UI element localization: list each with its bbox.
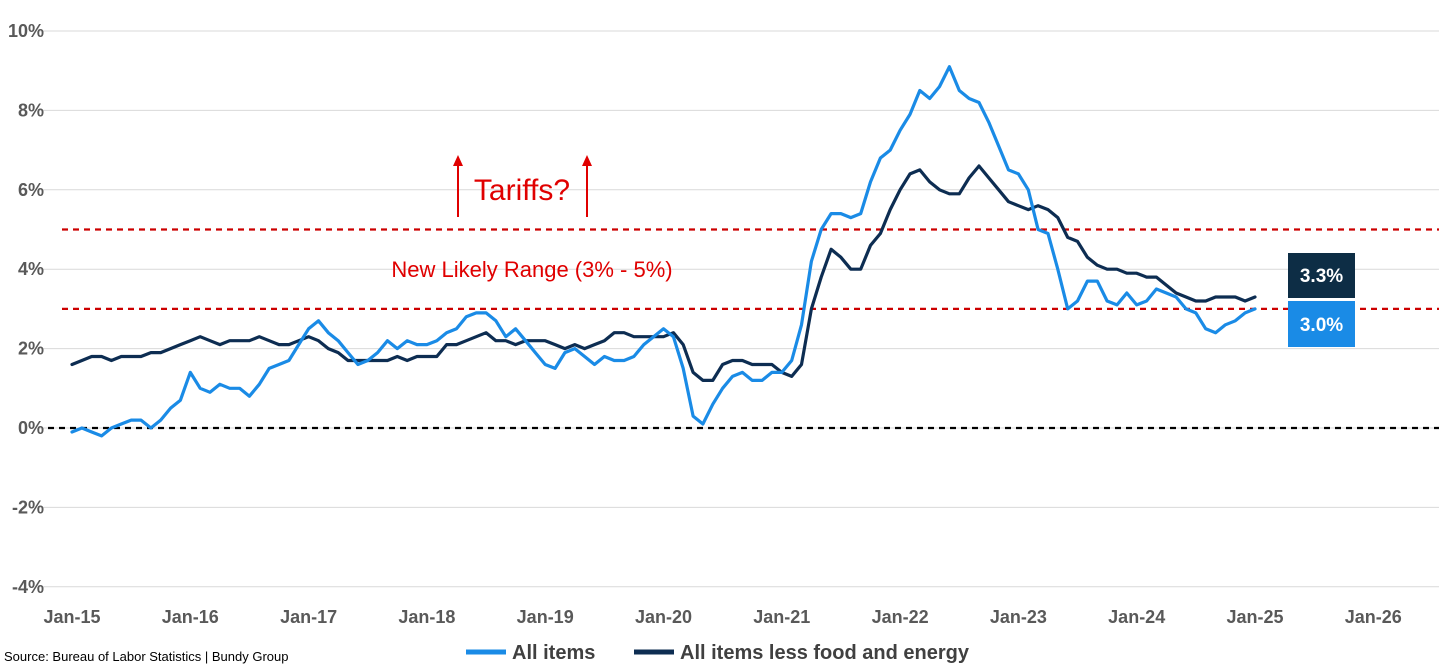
x-tick-label: Jan-23	[990, 607, 1047, 627]
badge-all: 3.0%	[1288, 301, 1355, 347]
x-tick-label: Jan-15	[43, 607, 100, 627]
badge-core-text: 3.3%	[1300, 266, 1343, 287]
badge-core: 3.3%	[1288, 253, 1355, 298]
series-line-all-items	[70, 65, 1257, 438]
series-line-core	[70, 164, 1257, 382]
x-tick-label: Jan-25	[1226, 607, 1283, 627]
y-axis-ticks: 10% 8% 6% 4% 2% 0% -2% -4%	[8, 21, 44, 597]
x-tick-label: Jan-18	[398, 607, 455, 627]
y-tick-label: -4%	[12, 577, 44, 597]
y-tick-label: 6%	[18, 180, 44, 200]
series-lines	[70, 65, 1257, 438]
reference-lines	[48, 228, 1439, 430]
badge-all-text: 3.0%	[1300, 315, 1343, 336]
y-tick-label: 8%	[18, 100, 44, 120]
x-tick-label: Jan-22	[872, 607, 929, 627]
legend-label-core: All items less food and energy	[680, 642, 970, 664]
source-note: Source: Bureau of Labor Statistics | Bun…	[4, 649, 289, 664]
badge-all-bg	[1288, 301, 1355, 347]
x-tick-label: Jan-17	[280, 607, 337, 627]
y-tick-label: 0%	[18, 418, 44, 438]
y-tick-label: -2%	[12, 497, 44, 517]
y-tick-label: 2%	[18, 339, 44, 359]
legend-label-all-items: All items	[512, 642, 595, 664]
x-axis-ticks: Jan-15 Jan-16 Jan-17 Jan-18 Jan-19 Jan-20 Jan-…	[43, 607, 1401, 627]
x-tick-label: Jan-21	[753, 607, 810, 627]
tariffs-arrowhead-right	[582, 155, 592, 166]
y-tick-label: 4%	[18, 259, 44, 279]
legend: All items All items less food and energy	[466, 642, 970, 664]
tariffs-arrowhead-left	[453, 155, 463, 166]
range-label: New Likely Range (3% - 5%)	[391, 257, 672, 282]
x-tick-label: Jan-16	[162, 607, 219, 627]
tariffs-annotation: Tariffs?	[453, 155, 592, 217]
y-tick-label: 10%	[8, 21, 44, 41]
x-tick-label: Jan-19	[517, 607, 574, 627]
badge-core-bg	[1288, 253, 1355, 298]
x-tick-label: Jan-24	[1108, 607, 1165, 627]
x-tick-label: Jan-20	[635, 607, 692, 627]
x-tick-label: Jan-26	[1345, 607, 1402, 627]
tariffs-label: Tariffs?	[474, 174, 570, 207]
